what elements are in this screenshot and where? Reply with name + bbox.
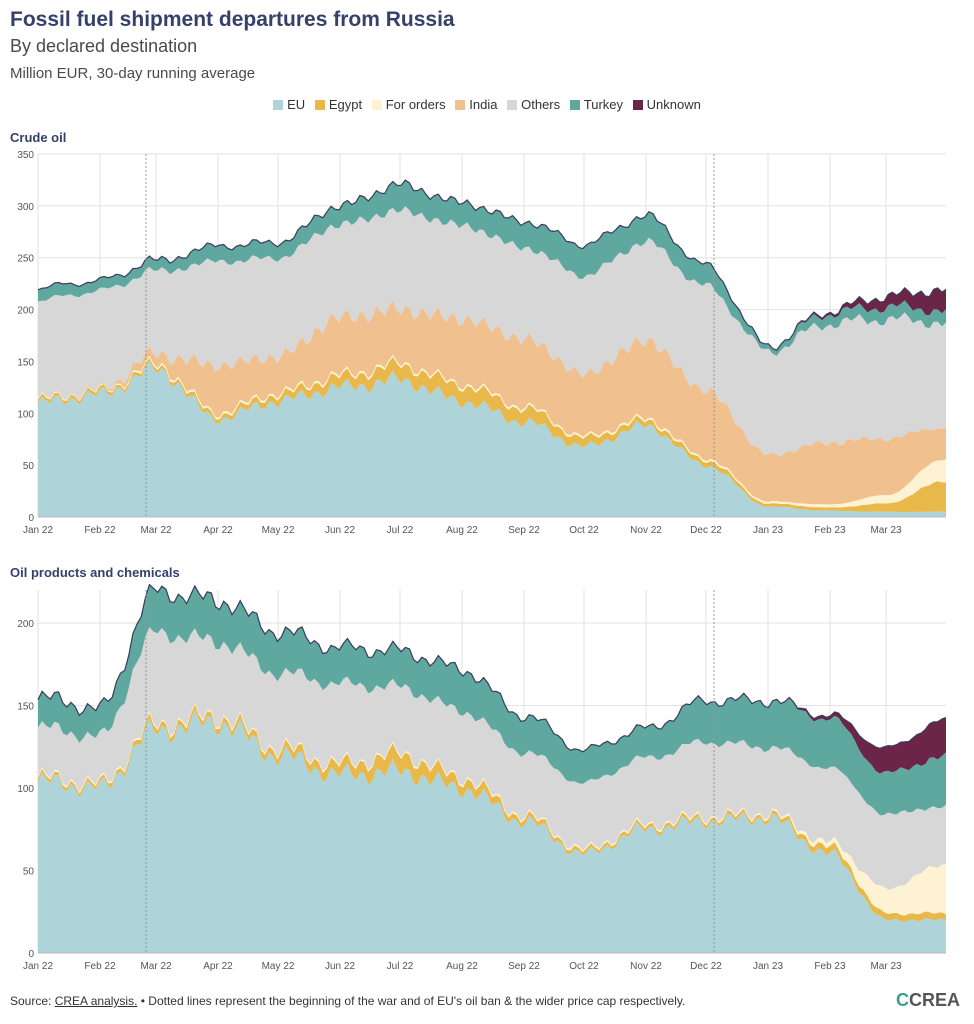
chart-subtitle: By declared destination bbox=[10, 36, 198, 56]
crea-logo: CCREA bbox=[896, 990, 960, 1011]
x-tick-label: Apr 22 bbox=[203, 525, 233, 536]
x-tick-label: Feb 23 bbox=[814, 525, 846, 536]
area-eu bbox=[38, 709, 946, 953]
x-tick-label: Aug 22 bbox=[446, 525, 478, 536]
x-tick-label: Jun 22 bbox=[325, 961, 355, 972]
area-others bbox=[38, 206, 946, 457]
y-tick-label: 200 bbox=[17, 306, 34, 317]
x-tick-label: Sep 22 bbox=[508, 961, 540, 972]
area-india bbox=[38, 300, 946, 505]
legend-swatch bbox=[569, 100, 580, 110]
legend-label: Others bbox=[521, 97, 561, 112]
legend-item-turkey: Turkey bbox=[569, 97, 624, 112]
x-tick-label: Mar 22 bbox=[140, 525, 172, 536]
legend-item-unknown: Unknown bbox=[632, 97, 701, 112]
legend-label: For orders bbox=[385, 97, 446, 112]
unit-label: Million EUR, 30-day running average bbox=[10, 65, 256, 82]
legend-label: India bbox=[469, 97, 498, 112]
x-tick-label: Feb 22 bbox=[84, 525, 116, 536]
x-tick-label: May 22 bbox=[262, 525, 295, 536]
legend-label: Egypt bbox=[328, 97, 363, 112]
total-outline bbox=[37, 584, 947, 753]
x-tick-label: Dec 22 bbox=[690, 961, 722, 972]
y-tick-label: 150 bbox=[17, 702, 34, 713]
legend-swatch bbox=[507, 100, 518, 110]
legend: EU Egypt For orders India Others Turkey … bbox=[0, 97, 974, 112]
legend-swatch bbox=[273, 100, 284, 110]
crude-oil-chart: 0 50 100 150 200 250 300 350 Jan 22 Feb 22 Mar 22 A… bbox=[17, 150, 947, 536]
x-tick-label: Oct 22 bbox=[569, 961, 599, 972]
panel-title-crude: Crude oil bbox=[10, 130, 67, 145]
area-others bbox=[38, 627, 946, 890]
legend-swatch bbox=[314, 100, 325, 110]
crea-logo-mark: C bbox=[895, 990, 909, 1010]
total-outline bbox=[37, 179, 947, 351]
area-turkey bbox=[38, 584, 946, 816]
chart-title: Fossil fuel shipment departures from Rus… bbox=[10, 8, 455, 31]
y-tick-label: 0 bbox=[28, 949, 34, 960]
legend-label: Turkey bbox=[583, 97, 624, 112]
x-tick-label: Feb 22 bbox=[84, 961, 116, 972]
x-tick-label: Jul 22 bbox=[387, 961, 414, 972]
area-eu bbox=[38, 360, 946, 517]
x-tick-label: Jan 22 bbox=[23, 525, 53, 536]
x-tick-label: Apr 22 bbox=[203, 961, 233, 972]
crea-logo-text: CREA bbox=[908, 990, 960, 1010]
y-tick-label: 200 bbox=[17, 619, 34, 630]
legend-swatch bbox=[632, 100, 643, 110]
x-tick-label: Jun 22 bbox=[325, 525, 355, 536]
source-text: • Dotted lines represent the beginning o… bbox=[137, 994, 686, 1008]
area-egypt bbox=[38, 704, 946, 923]
y-tick-label: 100 bbox=[17, 409, 34, 420]
legend-item-eu: EU bbox=[273, 97, 305, 112]
y-tick-label: 350 bbox=[17, 150, 34, 161]
y-tick-label: 150 bbox=[17, 357, 34, 368]
x-tick-label: Jan 23 bbox=[753, 525, 783, 536]
panel-title-oil-products: Oil products and chemicals bbox=[10, 565, 180, 580]
legend-item-for-orders: For orders bbox=[371, 97, 446, 112]
legend-label: Unknown bbox=[646, 97, 701, 112]
source-note: Source: CREA analysis. • Dotted lines re… bbox=[10, 994, 685, 1008]
x-tick-label: Jan 23 bbox=[753, 961, 783, 972]
x-tick-label: Jul 22 bbox=[387, 525, 414, 536]
y-tick-label: 50 bbox=[23, 461, 35, 472]
y-tick-label: 0 bbox=[28, 513, 34, 524]
x-tick-label: Oct 22 bbox=[569, 525, 599, 536]
x-tick-label: Mar 23 bbox=[870, 961, 902, 972]
y-tick-label: 250 bbox=[17, 254, 34, 265]
x-tick-label: Mar 23 bbox=[870, 525, 902, 536]
legend-swatch bbox=[455, 100, 466, 110]
legend-item-egypt: Egypt bbox=[314, 97, 363, 112]
legend-item-india: India bbox=[455, 97, 498, 112]
y-tick-label: 100 bbox=[17, 784, 34, 795]
source-link[interactable]: CREA analysis. bbox=[54, 994, 138, 1008]
source-prefix: Source: bbox=[10, 994, 55, 1008]
x-tick-label: May 22 bbox=[262, 961, 295, 972]
y-tick-label: 300 bbox=[17, 202, 34, 213]
x-tick-label: Nov 22 bbox=[630, 525, 662, 536]
x-tick-label: Sep 22 bbox=[508, 525, 540, 536]
legend-label: EU bbox=[287, 97, 306, 112]
oil-products-chart: 0 50 100 150 200 Jan 22 Feb 22 Mar 22 Apr 22 May … bbox=[17, 584, 947, 972]
x-tick-label: Dec 22 bbox=[690, 525, 722, 536]
area-turkey bbox=[38, 180, 946, 356]
x-tick-label: Aug 22 bbox=[446, 961, 478, 972]
legend-swatch bbox=[371, 100, 382, 110]
x-tick-label: Jan 22 bbox=[23, 961, 53, 972]
x-tick-label: Mar 22 bbox=[140, 961, 172, 972]
y-tick-label: 50 bbox=[23, 867, 35, 878]
legend-item-others: Others bbox=[507, 97, 560, 112]
x-tick-label: Nov 22 bbox=[630, 961, 662, 972]
x-tick-label: Feb 23 bbox=[814, 961, 846, 972]
